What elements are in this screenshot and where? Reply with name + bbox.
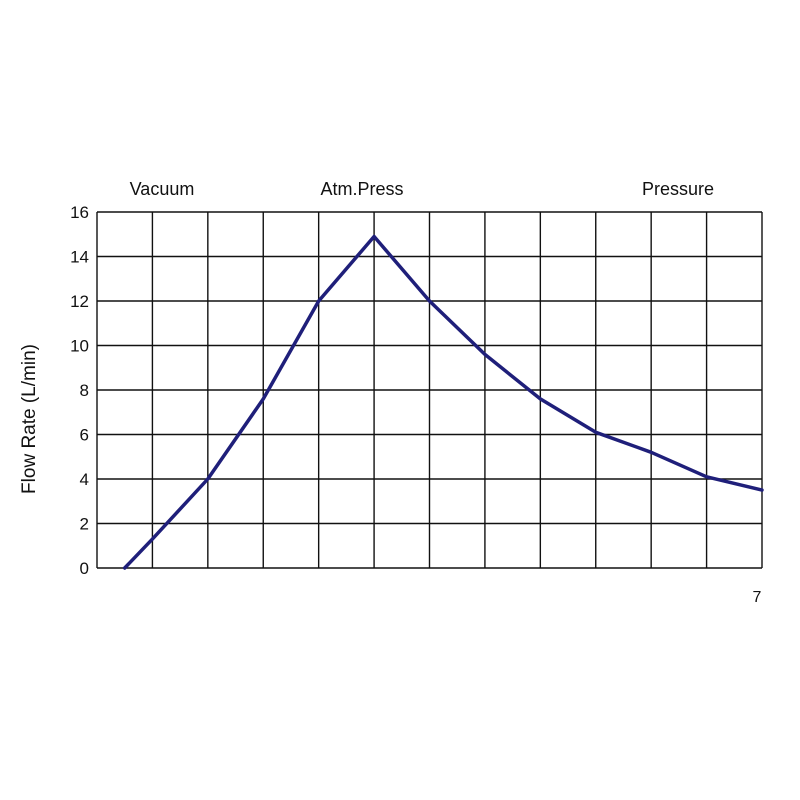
- region-label-atm-press: Atm.Press: [320, 179, 403, 199]
- y-tick-label: 12: [70, 292, 89, 311]
- region-label-vacuum: Vacuum: [130, 179, 195, 199]
- y-tick-label: 14: [70, 248, 89, 267]
- y-tick-label: 10: [70, 337, 89, 356]
- y-tick-label: 4: [80, 470, 89, 489]
- flow-rate-line: [122, 234, 764, 570]
- y-tick-labels: 0 2 4 6 8 10 12 14 16: [70, 203, 89, 578]
- y-tick-label: 16: [70, 203, 89, 222]
- region-label-pressure: Pressure: [642, 179, 714, 199]
- x-tick-label-7: 7: [753, 589, 762, 606]
- y-tick-label: 0: [80, 559, 89, 578]
- chart-grid: [96, 211, 763, 569]
- y-tick-label: 6: [80, 426, 89, 445]
- y-tick-label: 8: [80, 381, 89, 400]
- y-axis-label: Flow Rate (L/min): [19, 344, 40, 494]
- y-tick-label: 2: [80, 515, 89, 534]
